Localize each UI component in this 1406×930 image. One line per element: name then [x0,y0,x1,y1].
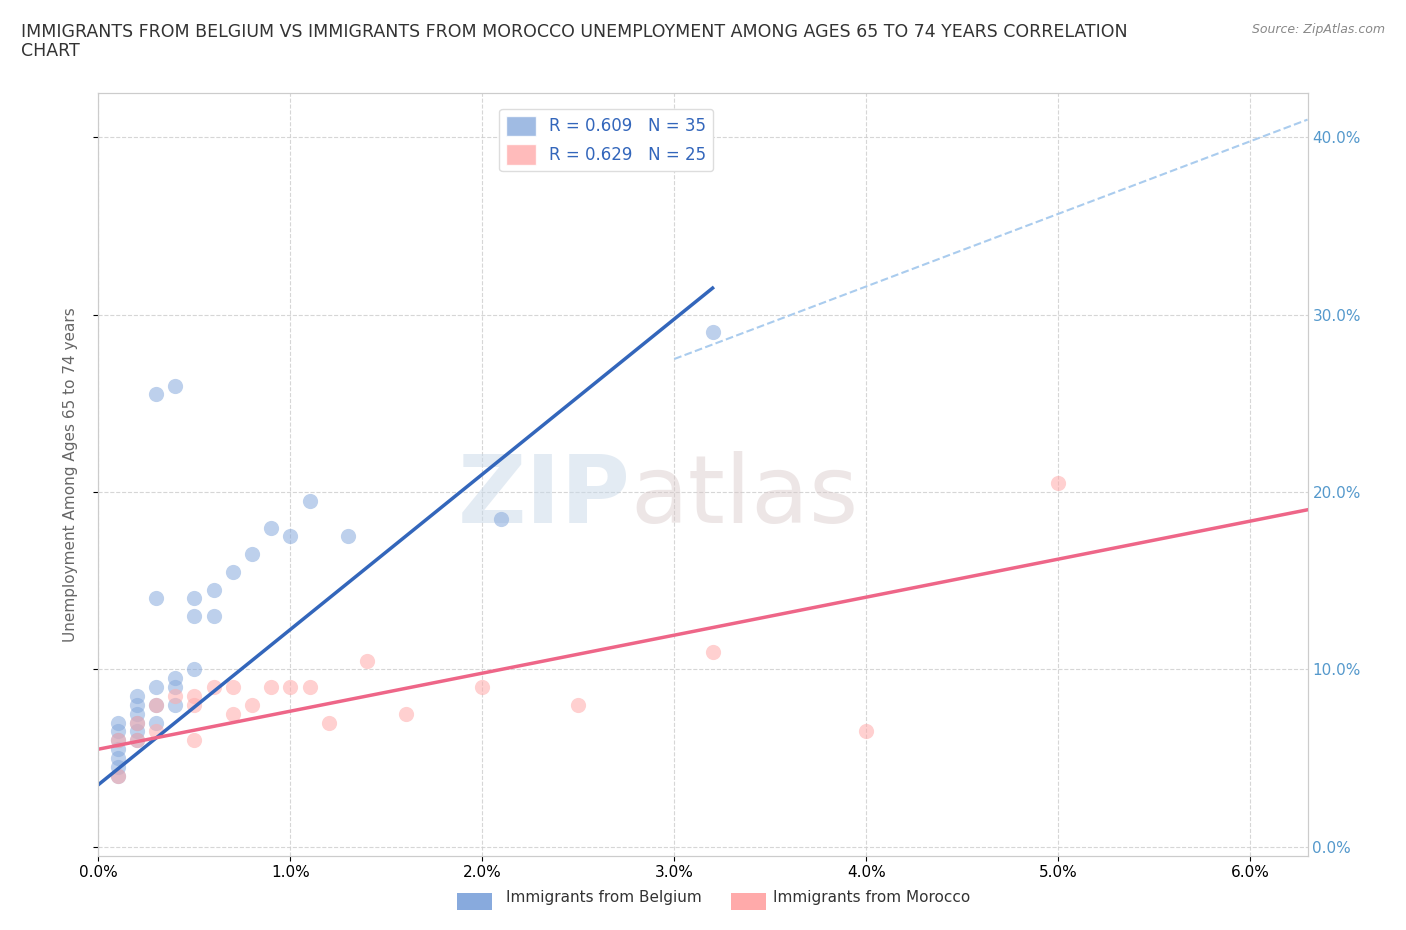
Point [260,680,283,695]
Text: Source: ZipAtlas.com: Source: ZipAtlas.com [1251,23,1385,36]
Point [260,520,283,535]
Text: CHART: CHART [21,42,80,60]
Point [298,680,321,695]
Point [567,698,589,712]
Point [394,706,416,721]
Text: atlas: atlas [630,451,859,543]
Point [240,547,263,562]
Point [145,715,167,730]
Point [145,387,167,402]
Point [183,609,205,624]
Point [107,742,129,757]
Point [183,591,205,605]
Point [222,706,245,721]
Point [107,733,129,748]
Point [280,529,302,544]
Point [125,698,148,712]
Text: ZIP: ZIP [457,451,630,543]
Point [145,698,167,712]
Point [222,565,245,579]
Point [491,512,513,526]
Point [165,698,187,712]
Point [107,751,129,765]
Point [356,653,378,668]
Point [145,698,167,712]
Point [165,671,187,685]
Legend: R = 0.609   N = 35, R = 0.629   N = 25: R = 0.609 N = 35, R = 0.629 N = 25 [499,109,713,171]
Point [125,715,148,730]
Text: Immigrants from Morocco: Immigrants from Morocco [773,890,970,905]
Point [107,724,129,739]
Point [107,715,129,730]
Point [702,325,724,339]
Point [165,688,187,703]
Point [471,680,494,695]
Point [202,582,225,597]
Point [145,680,167,695]
Point [202,609,225,624]
Point [318,715,340,730]
Point [125,706,148,721]
Point [107,733,129,748]
Point [222,680,245,695]
Text: IMMIGRANTS FROM BELGIUM VS IMMIGRANTS FROM MOROCCO UNEMPLOYMENT AMONG AGES 65 TO: IMMIGRANTS FROM BELGIUM VS IMMIGRANTS FR… [21,23,1128,41]
Point [298,494,321,509]
Point [145,591,167,605]
Point [183,662,205,677]
Point [202,680,225,695]
Point [280,680,302,695]
Point [1047,476,1070,491]
Point [165,379,187,393]
Point [125,688,148,703]
Point [125,733,148,748]
Point [855,724,877,739]
Point [125,724,148,739]
Point [702,644,724,659]
Point [183,733,205,748]
Point [165,680,187,695]
Point [107,760,129,775]
Y-axis label: Unemployment Among Ages 65 to 74 years: Unemployment Among Ages 65 to 74 years [63,307,77,642]
Text: Immigrants from Belgium: Immigrants from Belgium [506,890,702,905]
Point [107,768,129,783]
Point [336,529,359,544]
Point [125,733,148,748]
Point [240,698,263,712]
Point [145,724,167,739]
Point [183,688,205,703]
Point [125,715,148,730]
Point [107,768,129,783]
Point [183,698,205,712]
